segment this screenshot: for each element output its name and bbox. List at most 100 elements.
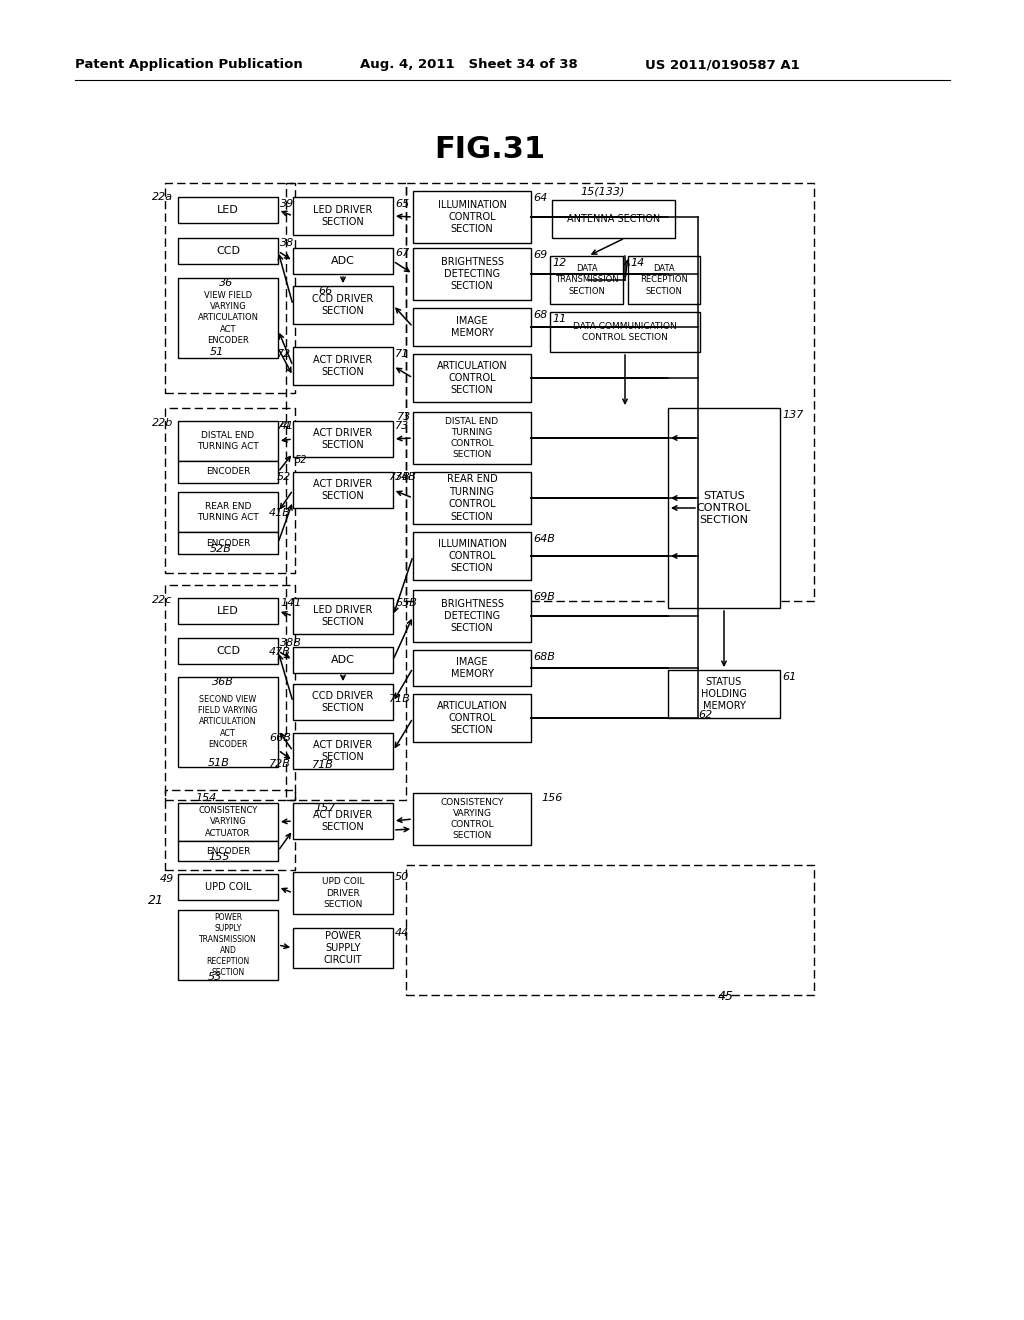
Bar	[293, 473, 393, 508]
Text: POWER
SUPPLY
CIRCUIT: POWER SUPPLY CIRCUIT	[324, 931, 362, 965]
Text: 74B: 74B	[395, 473, 417, 482]
Bar	[293, 647, 393, 673]
Text: ANTENNA SECTION: ANTENNA SECTION	[567, 214, 660, 224]
Bar	[178, 677, 278, 767]
Text: UPD COIL
DRIVER
SECTION: UPD COIL DRIVER SECTION	[322, 878, 365, 908]
Bar	[413, 590, 531, 642]
Text: BRIGHTNESS
DETECTING
SECTION: BRIGHTNESS DETECTING SECTION	[440, 256, 504, 292]
Bar	[293, 803, 393, 840]
Text: 11: 11	[552, 314, 566, 323]
Text: ADC: ADC	[331, 256, 355, 267]
Text: CCD: CCD	[216, 645, 240, 656]
Bar	[178, 803, 278, 841]
Text: 66B: 66B	[269, 733, 291, 743]
Text: 36B: 36B	[212, 677, 233, 686]
Text: 52B: 52B	[210, 544, 231, 554]
Text: STATUS
CONTROL
SECTION: STATUS CONTROL SECTION	[696, 491, 752, 525]
Text: 72: 72	[276, 348, 291, 359]
Text: 156: 156	[541, 793, 562, 803]
Text: 41: 41	[280, 421, 294, 432]
Text: 72B: 72B	[269, 759, 291, 770]
Text: 71B: 71B	[312, 760, 334, 770]
Bar	[413, 532, 531, 579]
Text: 39: 39	[280, 199, 294, 209]
Text: DATA
RECEPTION
SECTION: DATA RECEPTION SECTION	[640, 264, 688, 296]
Text: POWER
SUPPLY
TRANSMISSION
AND
RECEPTION
SECTION: POWER SUPPLY TRANSMISSION AND RECEPTION …	[199, 912, 257, 977]
Bar	[178, 492, 278, 532]
Text: 38B: 38B	[280, 638, 302, 648]
Text: LED: LED	[217, 205, 239, 215]
Text: 44: 44	[395, 928, 410, 939]
Text: IMAGE
MEMORY: IMAGE MEMORY	[451, 315, 494, 338]
Text: DISTAL END
TURNING ACT: DISTAL END TURNING ACT	[198, 430, 259, 451]
Text: 51: 51	[210, 347, 224, 356]
Bar	[293, 928, 393, 968]
Bar	[293, 248, 393, 275]
Text: SECOND VIEW
FIELD VARYING
ARTICULATION
ACT
ENCODER: SECOND VIEW FIELD VARYING ARTICULATION A…	[199, 696, 258, 748]
Bar	[628, 256, 700, 304]
Bar	[413, 473, 531, 524]
Bar	[413, 354, 531, 403]
Bar	[293, 197, 393, 235]
Bar	[165, 585, 295, 800]
Bar	[178, 532, 278, 554]
Bar	[293, 421, 393, 457]
Bar	[178, 238, 278, 264]
Text: 68B: 68B	[534, 652, 555, 663]
Text: BRIGHTNESS
DETECTING
SECTION: BRIGHTNESS DETECTING SECTION	[440, 598, 504, 634]
Text: 73B: 73B	[389, 473, 411, 482]
Bar	[178, 638, 278, 664]
Text: 52: 52	[295, 455, 307, 465]
Text: 47B: 47B	[269, 647, 291, 657]
Text: 141: 141	[280, 598, 301, 609]
Bar	[165, 183, 295, 393]
Text: 52: 52	[276, 473, 291, 482]
Bar	[293, 733, 393, 770]
Text: CONSISTENCY
VARYING
CONTROL
SECTION: CONSISTENCY VARYING CONTROL SECTION	[440, 797, 504, 840]
Text: 61: 61	[782, 672, 797, 682]
Text: 21: 21	[148, 894, 164, 907]
Text: IMAGE
MEMORY: IMAGE MEMORY	[451, 657, 494, 680]
Text: 73: 73	[395, 421, 410, 432]
Text: CCD DRIVER
SECTION: CCD DRIVER SECTION	[312, 294, 374, 317]
Text: ARTICULATION
CONTROL
SECTION: ARTICULATION CONTROL SECTION	[436, 701, 507, 735]
Bar	[668, 408, 780, 609]
Text: 62: 62	[698, 710, 713, 719]
Bar	[293, 286, 393, 323]
Text: CCD: CCD	[216, 246, 240, 256]
Bar	[178, 197, 278, 223]
Bar	[552, 201, 675, 238]
Text: 15(133): 15(133)	[580, 186, 625, 195]
Text: 51B: 51B	[208, 758, 229, 768]
Text: DATA
TRANSMISSION
SECTION: DATA TRANSMISSION SECTION	[555, 264, 618, 296]
Text: ILLUMINATION
CONTROL
SECTION: ILLUMINATION CONTROL SECTION	[437, 199, 507, 235]
Bar	[178, 421, 278, 461]
Bar	[293, 684, 393, 719]
Text: 69B: 69B	[534, 591, 555, 602]
Bar	[178, 841, 278, 861]
Text: 73: 73	[396, 412, 411, 422]
Text: ILLUMINATION
CONTROL
SECTION: ILLUMINATION CONTROL SECTION	[437, 539, 507, 573]
Text: ACT DRIVER
SECTION: ACT DRIVER SECTION	[313, 479, 373, 502]
Text: LED: LED	[217, 606, 239, 616]
Text: DATA COMMUNICATION
CONTROL SECTION: DATA COMMUNICATION CONTROL SECTION	[573, 322, 677, 342]
Bar	[178, 598, 278, 624]
Bar	[413, 694, 531, 742]
Text: 49: 49	[160, 874, 174, 884]
Bar	[165, 408, 295, 573]
Text: ACT DRIVER
SECTION: ACT DRIVER SECTION	[313, 355, 373, 378]
Text: LED DRIVER
SECTION: LED DRIVER SECTION	[313, 205, 373, 227]
Bar	[293, 347, 393, 385]
Bar	[165, 789, 295, 870]
Text: ENCODER: ENCODER	[206, 467, 250, 477]
Text: US 2011/0190587 A1: US 2011/0190587 A1	[645, 58, 800, 71]
Text: LED DRIVER
SECTION: LED DRIVER SECTION	[313, 605, 373, 627]
Bar	[413, 248, 531, 300]
Text: DISTAL END
TURNING
CONTROL
SECTION: DISTAL END TURNING CONTROL SECTION	[445, 417, 499, 459]
Text: 66: 66	[317, 286, 332, 296]
Text: 64: 64	[534, 193, 547, 203]
Text: 67: 67	[395, 248, 410, 257]
Text: 22c: 22c	[152, 595, 172, 605]
Text: Aug. 4, 2011   Sheet 34 of 38: Aug. 4, 2011 Sheet 34 of 38	[360, 58, 578, 71]
Text: 154: 154	[195, 793, 216, 803]
